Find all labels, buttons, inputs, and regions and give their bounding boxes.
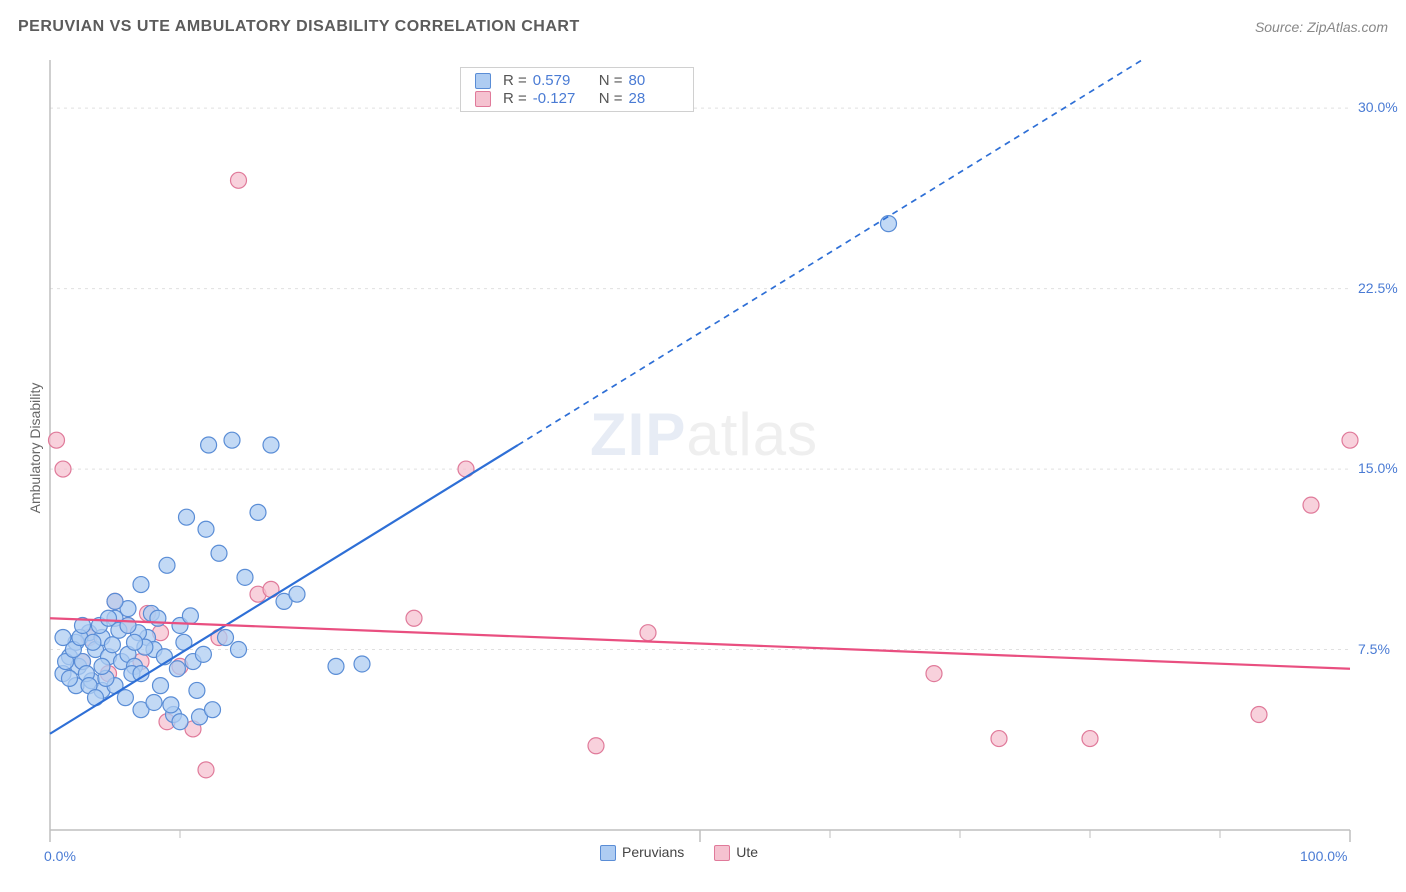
data-point: [1251, 707, 1267, 723]
legend-swatch: [600, 845, 616, 861]
trend-line-extrapolated: [518, 60, 1142, 445]
data-point: [211, 545, 227, 561]
legend-label: Ute: [736, 844, 758, 860]
chart-container: PERUVIAN VS UTE AMBULATORY DISABILITY CO…: [0, 0, 1406, 892]
data-point: [189, 682, 205, 698]
trend-line: [50, 618, 1350, 669]
x-tick-label: 100.0%: [1300, 848, 1347, 864]
data-point: [231, 642, 247, 658]
data-point: [201, 437, 217, 453]
data-point: [218, 630, 234, 646]
data-point: [169, 661, 185, 677]
data-point: [198, 521, 214, 537]
data-point: [354, 656, 370, 672]
stats-r-value: -0.127: [533, 90, 583, 107]
data-point: [250, 504, 266, 520]
data-point: [104, 637, 120, 653]
y-tick-label: 15.0%: [1358, 460, 1398, 476]
data-point: [205, 702, 221, 718]
data-point: [182, 608, 198, 624]
legend-item: Peruvians: [600, 844, 684, 861]
data-point: [120, 617, 136, 633]
stats-n-value: 80: [629, 72, 679, 89]
y-tick-label: 7.5%: [1358, 641, 1390, 657]
data-point: [49, 432, 65, 448]
stats-legend-box: R = 0.579 N = 80R = -0.127 N = 28: [460, 67, 694, 112]
data-point: [263, 437, 279, 453]
stats-r-label: R =: [503, 90, 527, 107]
data-point: [172, 714, 188, 730]
data-point: [328, 658, 344, 674]
data-point: [55, 630, 71, 646]
data-point: [195, 646, 211, 662]
data-point: [107, 593, 123, 609]
data-point: [289, 586, 305, 602]
data-point: [640, 625, 656, 641]
legend-swatch: [475, 91, 491, 107]
stats-r-value: 0.579: [533, 72, 583, 89]
data-point: [991, 731, 1007, 747]
legend-label: Peruvians: [622, 844, 684, 860]
y-tick-label: 22.5%: [1358, 280, 1398, 296]
data-point: [153, 678, 169, 694]
data-point: [224, 432, 240, 448]
x-tick-label: 0.0%: [44, 848, 76, 864]
scatter-plot: [0, 0, 1406, 892]
legend-swatch: [475, 73, 491, 89]
data-point: [94, 658, 110, 674]
data-point: [62, 670, 78, 686]
data-point: [133, 577, 149, 593]
legend-swatch: [714, 845, 730, 861]
stats-row: R = 0.579 N = 80: [475, 72, 679, 89]
stats-n-label: N =: [599, 72, 623, 89]
data-point: [163, 697, 179, 713]
data-point: [231, 172, 247, 188]
data-point: [85, 634, 101, 650]
stats-row: R = -0.127 N = 28: [475, 90, 679, 107]
data-point: [588, 738, 604, 754]
data-point: [1082, 731, 1098, 747]
legend-item: Ute: [714, 844, 758, 861]
data-point: [101, 610, 117, 626]
data-point: [117, 690, 133, 706]
data-point: [926, 666, 942, 682]
data-point: [146, 694, 162, 710]
data-point: [127, 634, 143, 650]
data-point: [1342, 432, 1358, 448]
data-point: [198, 762, 214, 778]
y-tick-label: 30.0%: [1358, 99, 1398, 115]
data-point: [1303, 497, 1319, 513]
stats-n-value: 28: [629, 90, 679, 107]
data-point: [150, 610, 166, 626]
data-point: [406, 610, 422, 626]
stats-n-label: N =: [599, 90, 623, 107]
data-point: [179, 509, 195, 525]
data-point: [55, 461, 71, 477]
stats-r-label: R =: [503, 72, 527, 89]
trend-line: [50, 445, 518, 734]
bottom-legend: Peruvians Ute: [600, 844, 758, 861]
data-point: [881, 216, 897, 232]
data-point: [159, 557, 175, 573]
data-point: [237, 569, 253, 585]
